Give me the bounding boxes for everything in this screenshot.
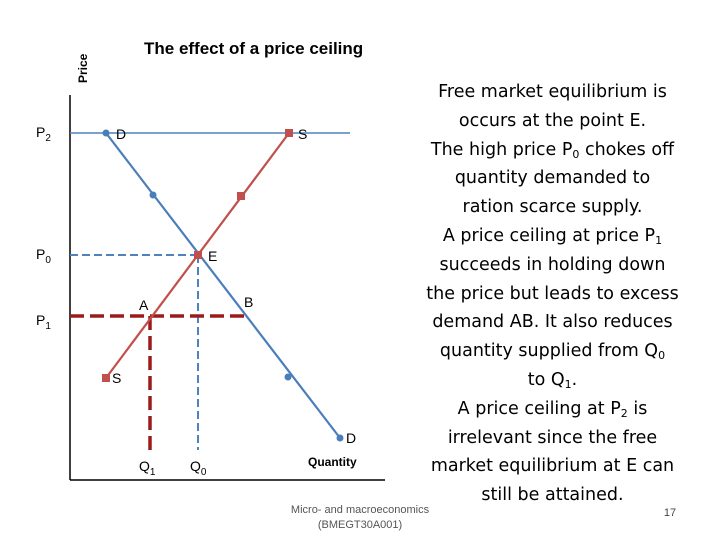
explanation-line: occurs at the point E. [458,110,647,131]
demand-marker [149,191,157,199]
demand-label-top: D [116,126,126,142]
explanation-line: irrelevant since the free [447,427,658,448]
point-a-label: A [139,297,149,313]
explanation-line: succeeds in holding down [439,254,666,275]
p2-label: P2 [36,124,51,144]
explanation-line: demand AB. It also reduces [432,312,673,333]
demand-marker [284,373,292,381]
explanation-line: the price but leads to excess [426,283,679,304]
supply-marker [237,192,245,200]
explanation-line: A price ceiling at P2 is [457,398,648,420]
explanation-line: A price ceiling at price P1 [442,225,663,247]
footer-course-name: Micro- and macroeconomics [290,504,430,516]
footer: Micro- and macroeconomics (BMEGT30A001) [270,503,450,533]
explanation-line: market equilibrium at E can [430,456,675,477]
supply-marker [285,129,293,137]
explanation-text: Free market equilibrium is occurs at the… [400,78,705,510]
supply-label-bottom: S [112,370,121,386]
point-e-label: E [208,248,217,264]
supply-marker [102,374,110,382]
p0-label: P0 [36,246,51,266]
equilibrium-point-e [194,251,202,259]
q1-label: Q1 [139,458,156,478]
p1-label: P1 [36,312,51,332]
explanation-line: quantity demanded to [454,168,651,189]
explanation-line: quantity supplied from Q0 [439,341,666,363]
diagram-title: The effect of a price ceiling [144,39,363,58]
explanation-line: ration scarce supply. [462,197,643,218]
explanation-line: The high price P0 chokes off [430,139,675,161]
y-axis-title: Price [76,53,90,83]
x-axis-title: Quantity [308,455,357,469]
demand-label-bottom: D [346,430,356,446]
footer-course-code: (BMEGT30A001) [317,519,403,531]
explanation-line: still be attained. [481,485,624,506]
q0-label: Q0 [190,458,207,478]
demand-marker [102,129,110,137]
page-number: 17 [663,507,677,519]
explanation-line: Free market equilibrium is [438,82,667,102]
explanation-line: to Q1. [527,369,578,391]
supply-label-top: S [298,126,307,142]
point-b-label: B [244,294,253,310]
demand-curve [105,132,341,439]
demand-marker [336,434,344,442]
